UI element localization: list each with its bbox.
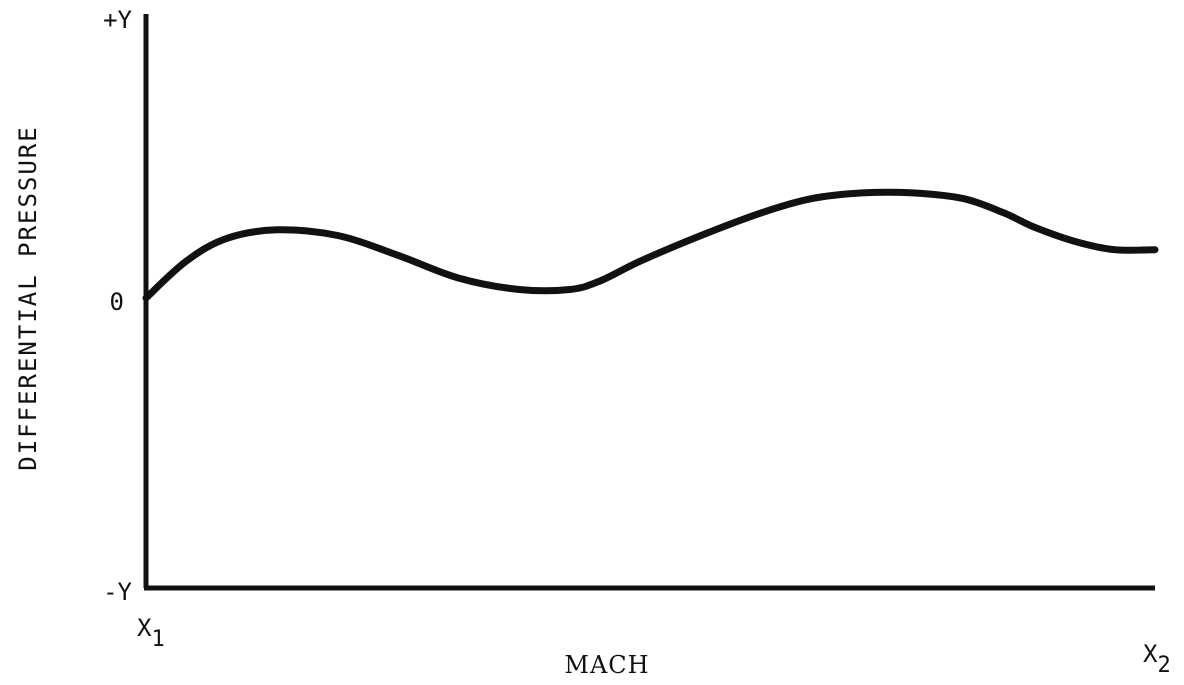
x-tick-label-right: X2 — [1143, 640, 1171, 678]
x-tick-label-left: X1 — [137, 614, 165, 652]
y-axis-title: DIFFERENTIAL PRESSURE — [14, 125, 42, 470]
y-tick-label-bottom: -Y — [103, 578, 132, 606]
y-tick-label-top: +Y — [103, 6, 132, 34]
y-tick-label-zero: 0 — [110, 288, 124, 316]
x-axis-title: MACH — [564, 651, 649, 679]
series-line — [142, 188, 1159, 302]
